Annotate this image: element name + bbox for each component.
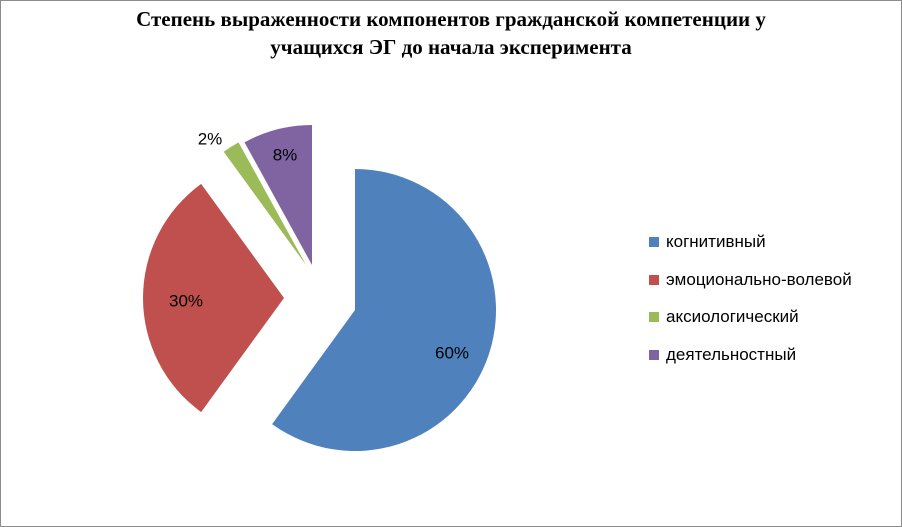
chart-title: Степень выраженности компонентов граждан… <box>0 5 902 61</box>
legend-swatch <box>649 237 659 247</box>
pie-slice-kognitivnyi <box>272 169 496 451</box>
data-label-emotsionalno-volevoi: 30% <box>169 292 203 311</box>
pie-slice-emotsionalno-volevoi <box>142 183 284 413</box>
data-label-aksiologicheskii: 2% <box>198 130 223 149</box>
data-label-deyatelnostnyi: 8% <box>273 146 298 165</box>
chart-title-line-1: Степень выраженности компонентов граждан… <box>136 7 766 31</box>
pie-slice-deyatelnostnyi <box>244 125 312 265</box>
chart-title-line-2: учащихся ЭГ до начала эксперимента <box>270 35 632 59</box>
legend-swatch <box>649 274 659 285</box>
legend-label: деятельностный <box>666 344 797 364</box>
pie-slice-aksiologicheskii <box>223 142 306 265</box>
legend-label: когнитивный <box>666 232 766 251</box>
legend-label: эмоционально-волевой <box>666 269 852 289</box>
data-label-kognitivnyi: 60% <box>435 344 469 363</box>
legend-swatch <box>649 312 659 322</box>
legend-label: аксиологический <box>666 307 799 326</box>
legend-swatch <box>649 349 659 360</box>
